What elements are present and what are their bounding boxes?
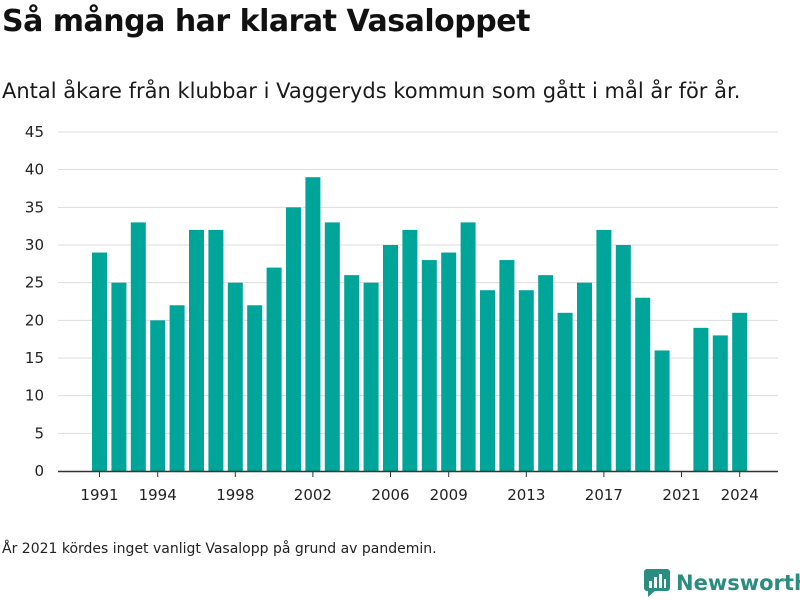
bar-1999 bbox=[247, 305, 263, 471]
y-tick-label: 45 bbox=[25, 123, 44, 141]
bar-2019 bbox=[635, 297, 651, 471]
bar-1996 bbox=[189, 229, 204, 471]
x-tick-label: 2017 bbox=[585, 486, 623, 504]
bar-2016 bbox=[577, 282, 592, 471]
bar-1992 bbox=[111, 282, 127, 471]
x-axis-ticks: 1991 1994 1998 2002 2006 2009 2013 2017 2021 2024 bbox=[80, 471, 759, 504]
footnote: År 2021 kördes inget vanligt Vasalopp på… bbox=[2, 541, 437, 557]
y-tick-label: 15 bbox=[25, 349, 44, 367]
bar-1998 bbox=[227, 282, 243, 471]
bar-1995 bbox=[169, 305, 185, 471]
y-tick-label: 0 bbox=[34, 462, 44, 480]
bar-2005 bbox=[363, 282, 379, 471]
x-tick-label: 2013 bbox=[507, 486, 545, 504]
bar-2002 bbox=[305, 177, 321, 471]
bar-2001 bbox=[286, 207, 301, 472]
bar-2010 bbox=[460, 222, 476, 471]
brand-name: Newsworthy bbox=[676, 571, 800, 595]
x-tick-label: 2021 bbox=[662, 486, 700, 504]
gridlines bbox=[58, 131, 778, 434]
y-tick-label: 30 bbox=[25, 236, 44, 254]
bar-2006 bbox=[383, 245, 398, 471]
bar-2004 bbox=[344, 275, 360, 471]
bar-2018 bbox=[615, 245, 631, 471]
bar-2011 bbox=[480, 290, 495, 471]
y-axis-ticks: 0 5 10 15 20 25 30 35 40 45 bbox=[25, 123, 44, 480]
x-tick-label: 2024 bbox=[721, 486, 759, 504]
bar-2008 bbox=[421, 260, 437, 471]
bar-1993 bbox=[130, 222, 146, 471]
bar-2020 bbox=[654, 350, 670, 471]
y-tick-label: 40 bbox=[25, 161, 44, 179]
y-tick-label: 20 bbox=[25, 311, 44, 329]
x-tick-label: 2009 bbox=[430, 486, 468, 504]
bar-2012 bbox=[499, 260, 515, 471]
bar-2024 bbox=[732, 312, 748, 471]
bar-2000 bbox=[266, 267, 282, 471]
bar-chart: 0 5 10 15 20 25 30 35 40 45 1991 1994 1998 2002 2006 2… bbox=[25, 123, 778, 504]
newsworthy-logo-icon bbox=[644, 569, 670, 597]
bars bbox=[92, 177, 748, 472]
y-tick-label: 5 bbox=[34, 424, 44, 442]
bar-2009 bbox=[441, 252, 457, 471]
chart-title: Så många har klarat Vasaloppet bbox=[2, 4, 530, 39]
bar-1994 bbox=[150, 320, 166, 471]
x-tick-label: 1994 bbox=[139, 486, 177, 504]
brand-logo: Newsworthy bbox=[644, 568, 800, 598]
bar-1991 bbox=[92, 252, 107, 471]
bar-2015 bbox=[557, 312, 573, 471]
bar-2003 bbox=[324, 222, 340, 471]
bar-2023 bbox=[712, 335, 728, 471]
bar-2007 bbox=[402, 229, 418, 471]
y-tick-label: 25 bbox=[25, 274, 44, 292]
bar-2022 bbox=[693, 327, 709, 471]
y-tick-label: 35 bbox=[25, 198, 44, 216]
chart-subtitle: Antal åkare från klubbar i Vaggeryds kom… bbox=[2, 79, 741, 103]
bar-2013 bbox=[518, 290, 534, 471]
y-tick-label: 10 bbox=[25, 387, 44, 405]
bar-1997 bbox=[208, 229, 224, 471]
bar-2014 bbox=[538, 275, 554, 471]
bar-2017 bbox=[596, 229, 612, 471]
x-tick-label: 2006 bbox=[371, 486, 409, 504]
x-tick-label: 2002 bbox=[294, 486, 332, 504]
x-tick-label: 1991 bbox=[80, 486, 118, 504]
x-tick-label: 1998 bbox=[216, 486, 254, 504]
